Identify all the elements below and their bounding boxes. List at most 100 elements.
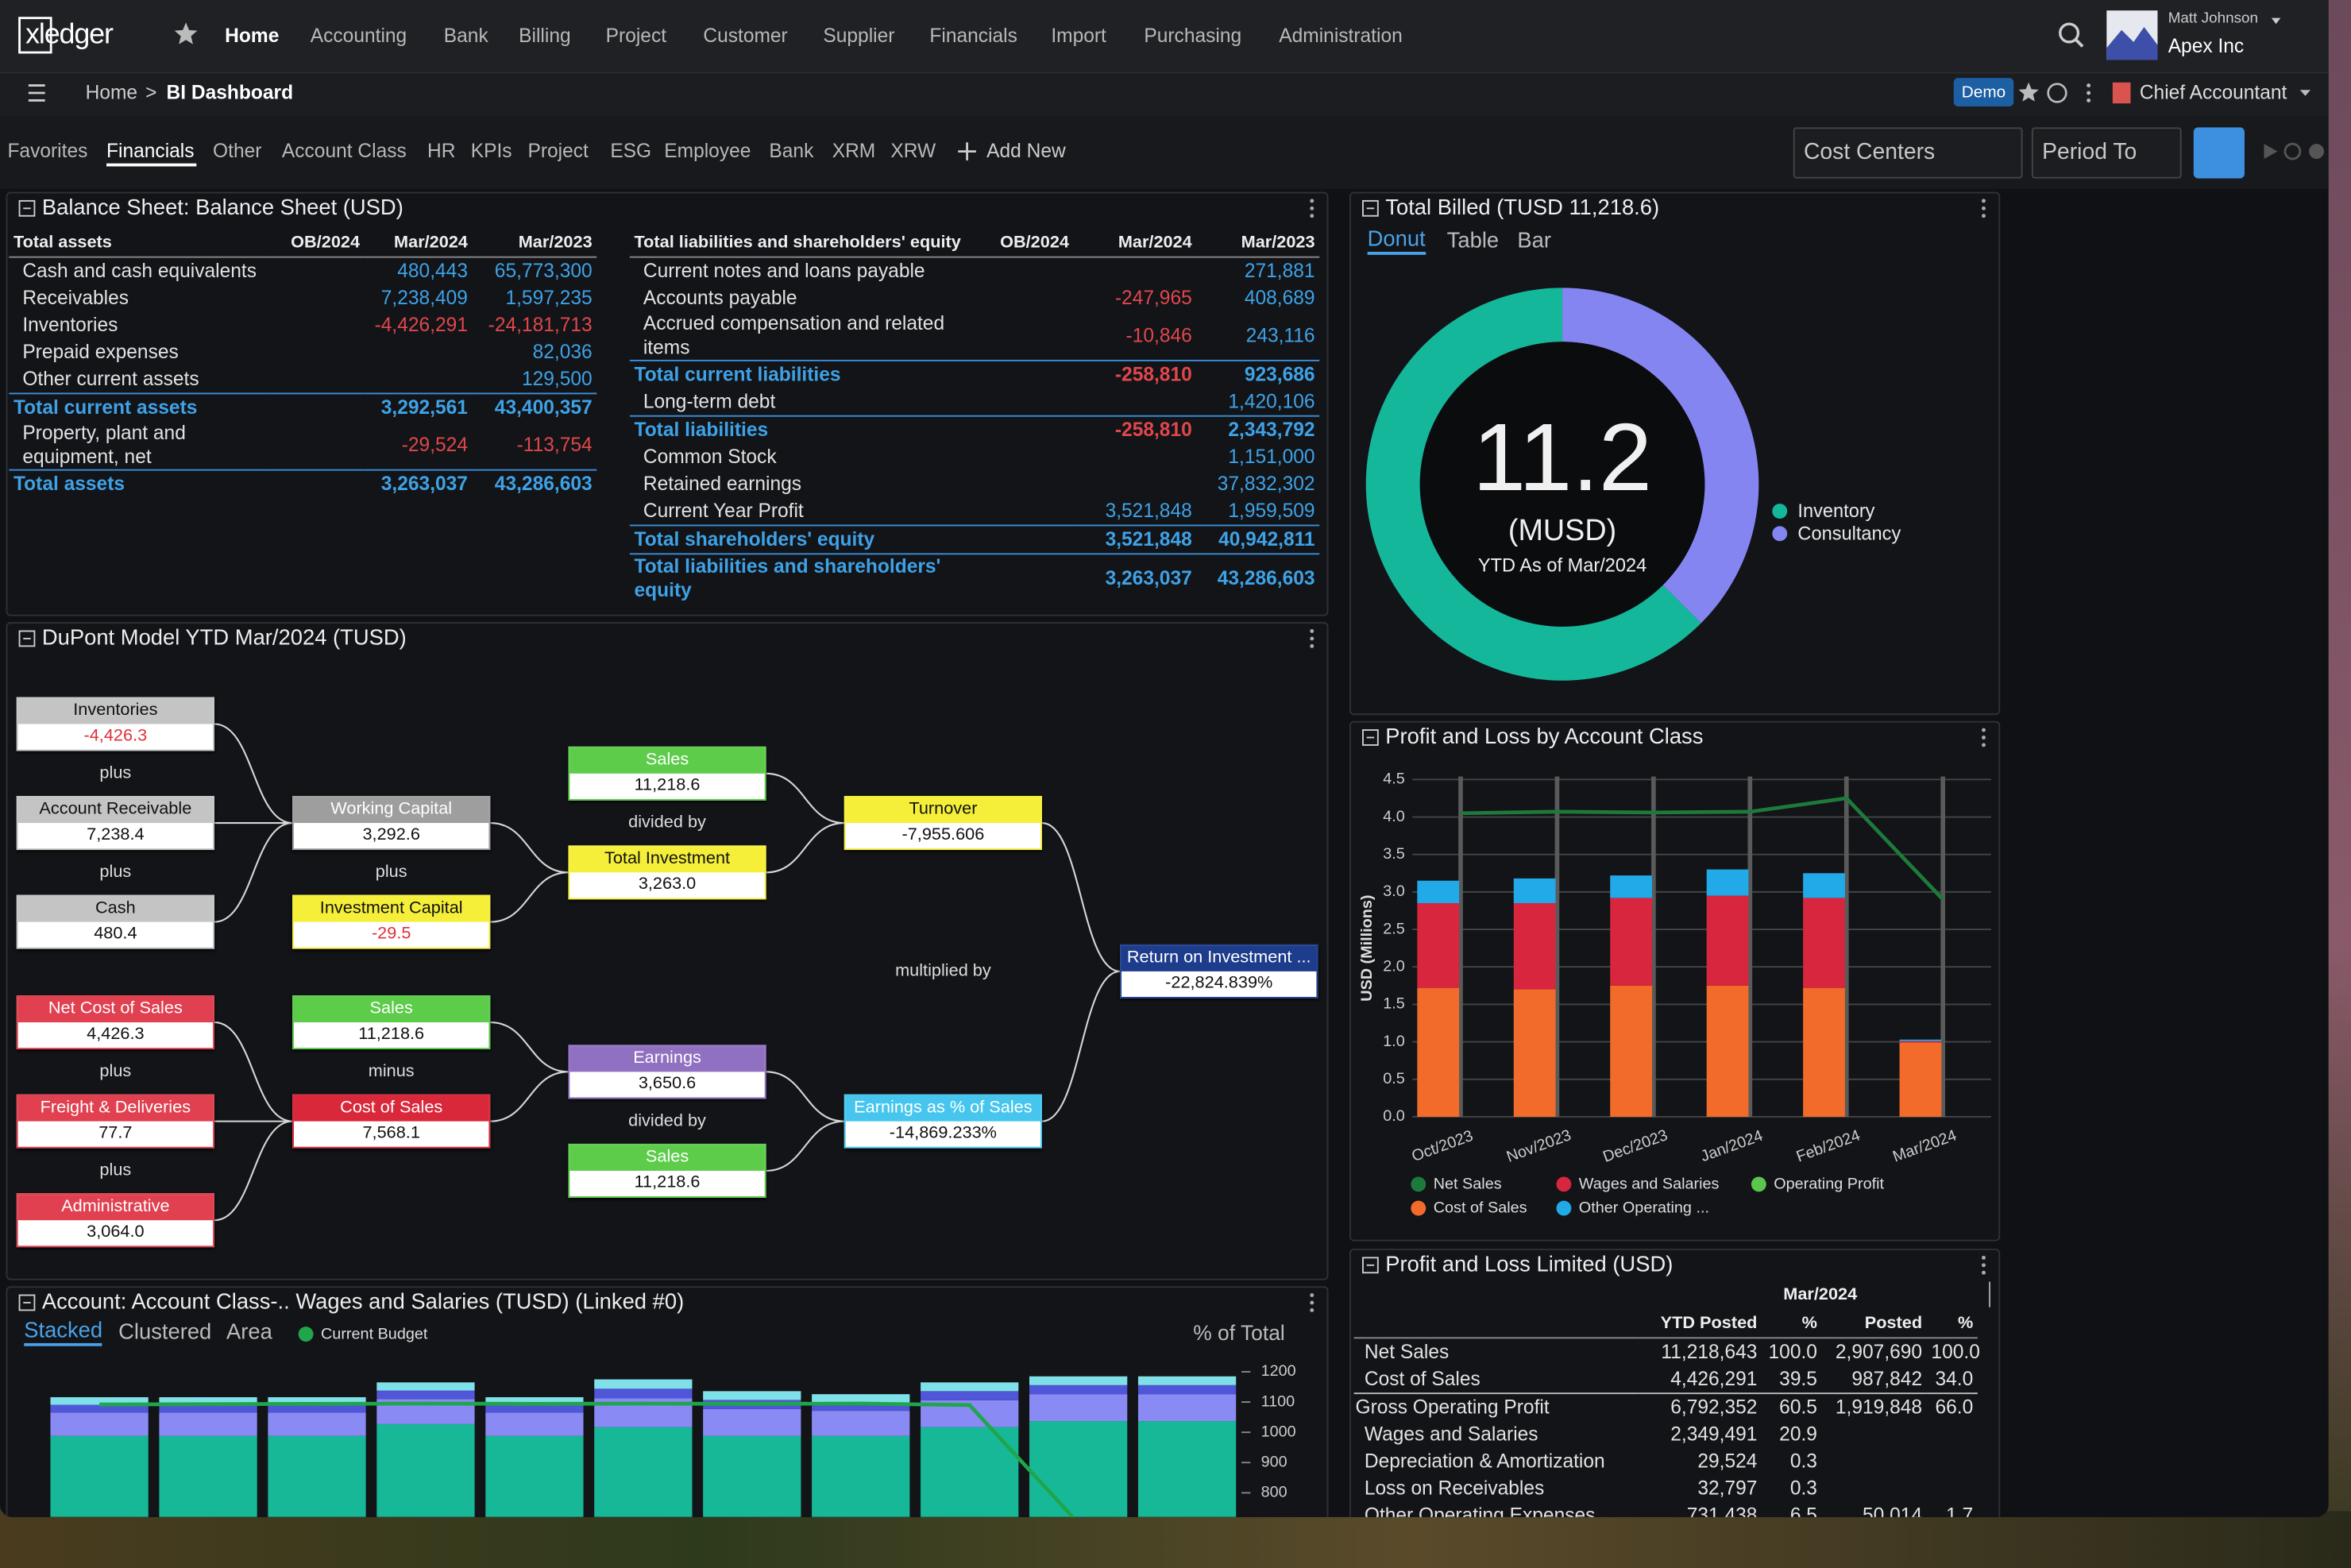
chart-view-tab[interactable]: Donut [1368, 228, 1426, 255]
operator: divided by [628, 809, 706, 836]
legend-label: Cost of Sales [1434, 1195, 1527, 1222]
tab[interactable]: Financials [106, 138, 194, 165]
nav-item[interactable]: Project [606, 22, 666, 49]
node-value: 480.4 [18, 922, 213, 948]
nav-item[interactable]: Customer [703, 22, 787, 49]
node: Inventories-4,426.3 [17, 697, 214, 751]
tab[interactable]: Favorites [7, 138, 87, 165]
cell: 34.0 [1927, 1365, 1978, 1393]
tab[interactable]: XRM [832, 138, 876, 165]
row-label: Accrued compensation and related items [630, 312, 975, 361]
badge-text: Demo [1962, 79, 2005, 106]
panel-title: Profit and Loss Limited (USD) [1385, 1252, 1673, 1279]
chart-view-tab[interactable]: Clustered [118, 1319, 211, 1346]
tab[interactable]: Other [213, 138, 261, 165]
cell [975, 498, 1074, 526]
chart-view-tab[interactable]: Stacked [24, 1319, 102, 1346]
node: Cost of Sales7,568.1 [292, 1095, 490, 1149]
cell: 82,036 [473, 339, 597, 366]
node-label: Total Investment [569, 847, 764, 872]
breadcrumb[interactable]: Home [86, 79, 137, 106]
tab[interactable]: Employee [664, 138, 751, 165]
node-label: Sales [569, 1145, 764, 1171]
panel-title: DuPont Model YTD Mar/2024 (TUSD) [42, 625, 407, 652]
cell: -24,181,713 [473, 312, 597, 339]
column-header: Mar/2023 [473, 230, 597, 257]
node-value: -29.5 [294, 922, 488, 948]
row-label: Total current liabilities [630, 361, 975, 388]
node: Account Receivable7,238.4 [17, 796, 214, 850]
cell [975, 471, 1074, 498]
column-header: Mar/2024 [365, 230, 473, 257]
node: Sales11,218.6 [568, 1144, 766, 1198]
cell: 50,014 [1822, 1502, 1927, 1517]
period-header: Mar/2024 [1783, 1282, 1857, 1309]
node-label: Sales [569, 748, 764, 774]
search-button[interactable] [2194, 127, 2245, 178]
cell [1822, 1421, 1927, 1448]
cell: 987,842 [1822, 1365, 1927, 1393]
cell: 32,797 [1639, 1475, 1762, 1502]
cell: 3,521,848 [1074, 498, 1197, 526]
chart-view-tab[interactable]: Area [226, 1319, 272, 1346]
tab[interactable]: XRW [890, 138, 936, 165]
role[interactable]: Chief Accountant [2140, 79, 2287, 106]
tab[interactable]: Project [527, 138, 588, 165]
tab[interactable]: Bank [769, 138, 813, 165]
row-label: Accounts payable [630, 285, 975, 312]
cell: 39.5 [1762, 1365, 1822, 1393]
row-label: Common Stock [630, 444, 975, 471]
node: Return on Investment ...-22,824.839% [1120, 944, 1318, 998]
row: Current notes and loans payable271,881 [630, 257, 1319, 285]
header-row: Total assetsOB/2024Mar/2024Mar/2023 [9, 230, 596, 257]
chart-view-tab[interactable]: Table [1447, 228, 1499, 255]
nav-item[interactable]: Billing [519, 22, 570, 49]
cell [365, 365, 473, 393]
add-tab[interactable]: Add New [986, 138, 1066, 165]
total-row: Total liabilities and shareholders' equi… [630, 554, 1319, 602]
total-row: Total shareholders' equity3,521,84840,94… [630, 525, 1319, 554]
cell: -247,965 [1074, 285, 1197, 312]
nav-item[interactable]: Supplier [823, 22, 894, 49]
tab[interactable]: Account Class [282, 138, 407, 165]
row: Other current assets129,500 [9, 365, 596, 393]
node-value: 3,292.6 [294, 823, 488, 848]
operator: plus [99, 1058, 131, 1085]
cell: 129,500 [473, 365, 597, 393]
node-label: Account Receivable [18, 798, 213, 823]
cell [975, 388, 1074, 416]
node-value: -22,824.839% [1121, 971, 1316, 997]
breadcrumb: > [145, 79, 156, 106]
row-label: Cost of Sales [1354, 1365, 1639, 1393]
cell: 6.5 [1762, 1502, 1822, 1517]
row: Inventories-4,426,291-24,181,713 [9, 312, 596, 339]
user-name: Matt Johnson [2168, 6, 2258, 33]
nav-item[interactable]: Bank [444, 22, 488, 49]
header-row: YTD Posted%Posted% [1354, 1310, 1978, 1338]
tab[interactable]: ESG [610, 138, 651, 165]
node-value: 7,238.4 [18, 823, 213, 848]
nav-item[interactable]: Import [1051, 22, 1106, 49]
column-header: Mar/2024 [1074, 230, 1197, 257]
nav-item[interactable]: Home [225, 22, 279, 49]
row-label: Depreciation & Amortization [1354, 1448, 1639, 1475]
nav-item[interactable]: Accounting [311, 22, 407, 49]
nav-item[interactable]: Administration [1279, 22, 1403, 49]
tab[interactable]: KPIs [471, 138, 512, 165]
node: Sales11,218.6 [292, 995, 490, 1049]
row: Long-term debt1,420,106 [630, 388, 1319, 416]
cell [1822, 1448, 1927, 1475]
row-label: Current Year Profit [630, 498, 975, 526]
nav-item[interactable]: Financials [929, 22, 1017, 49]
cell [365, 339, 473, 366]
cell: -258,810 [1074, 416, 1197, 444]
nav-item[interactable]: Purchasing [1144, 22, 1241, 49]
cell: 3,263,037 [365, 470, 473, 498]
node-label: Net Cost of Sales [18, 997, 213, 1022]
node-label: Turnover [846, 798, 1040, 823]
tab[interactable]: HR [427, 138, 455, 165]
chart-view-tab[interactable]: Bar [1517, 228, 1551, 255]
row-label: Total liabilities [630, 416, 975, 444]
node-value: 11,218.6 [569, 774, 764, 799]
company-name: Apex Inc [2168, 33, 2245, 60]
